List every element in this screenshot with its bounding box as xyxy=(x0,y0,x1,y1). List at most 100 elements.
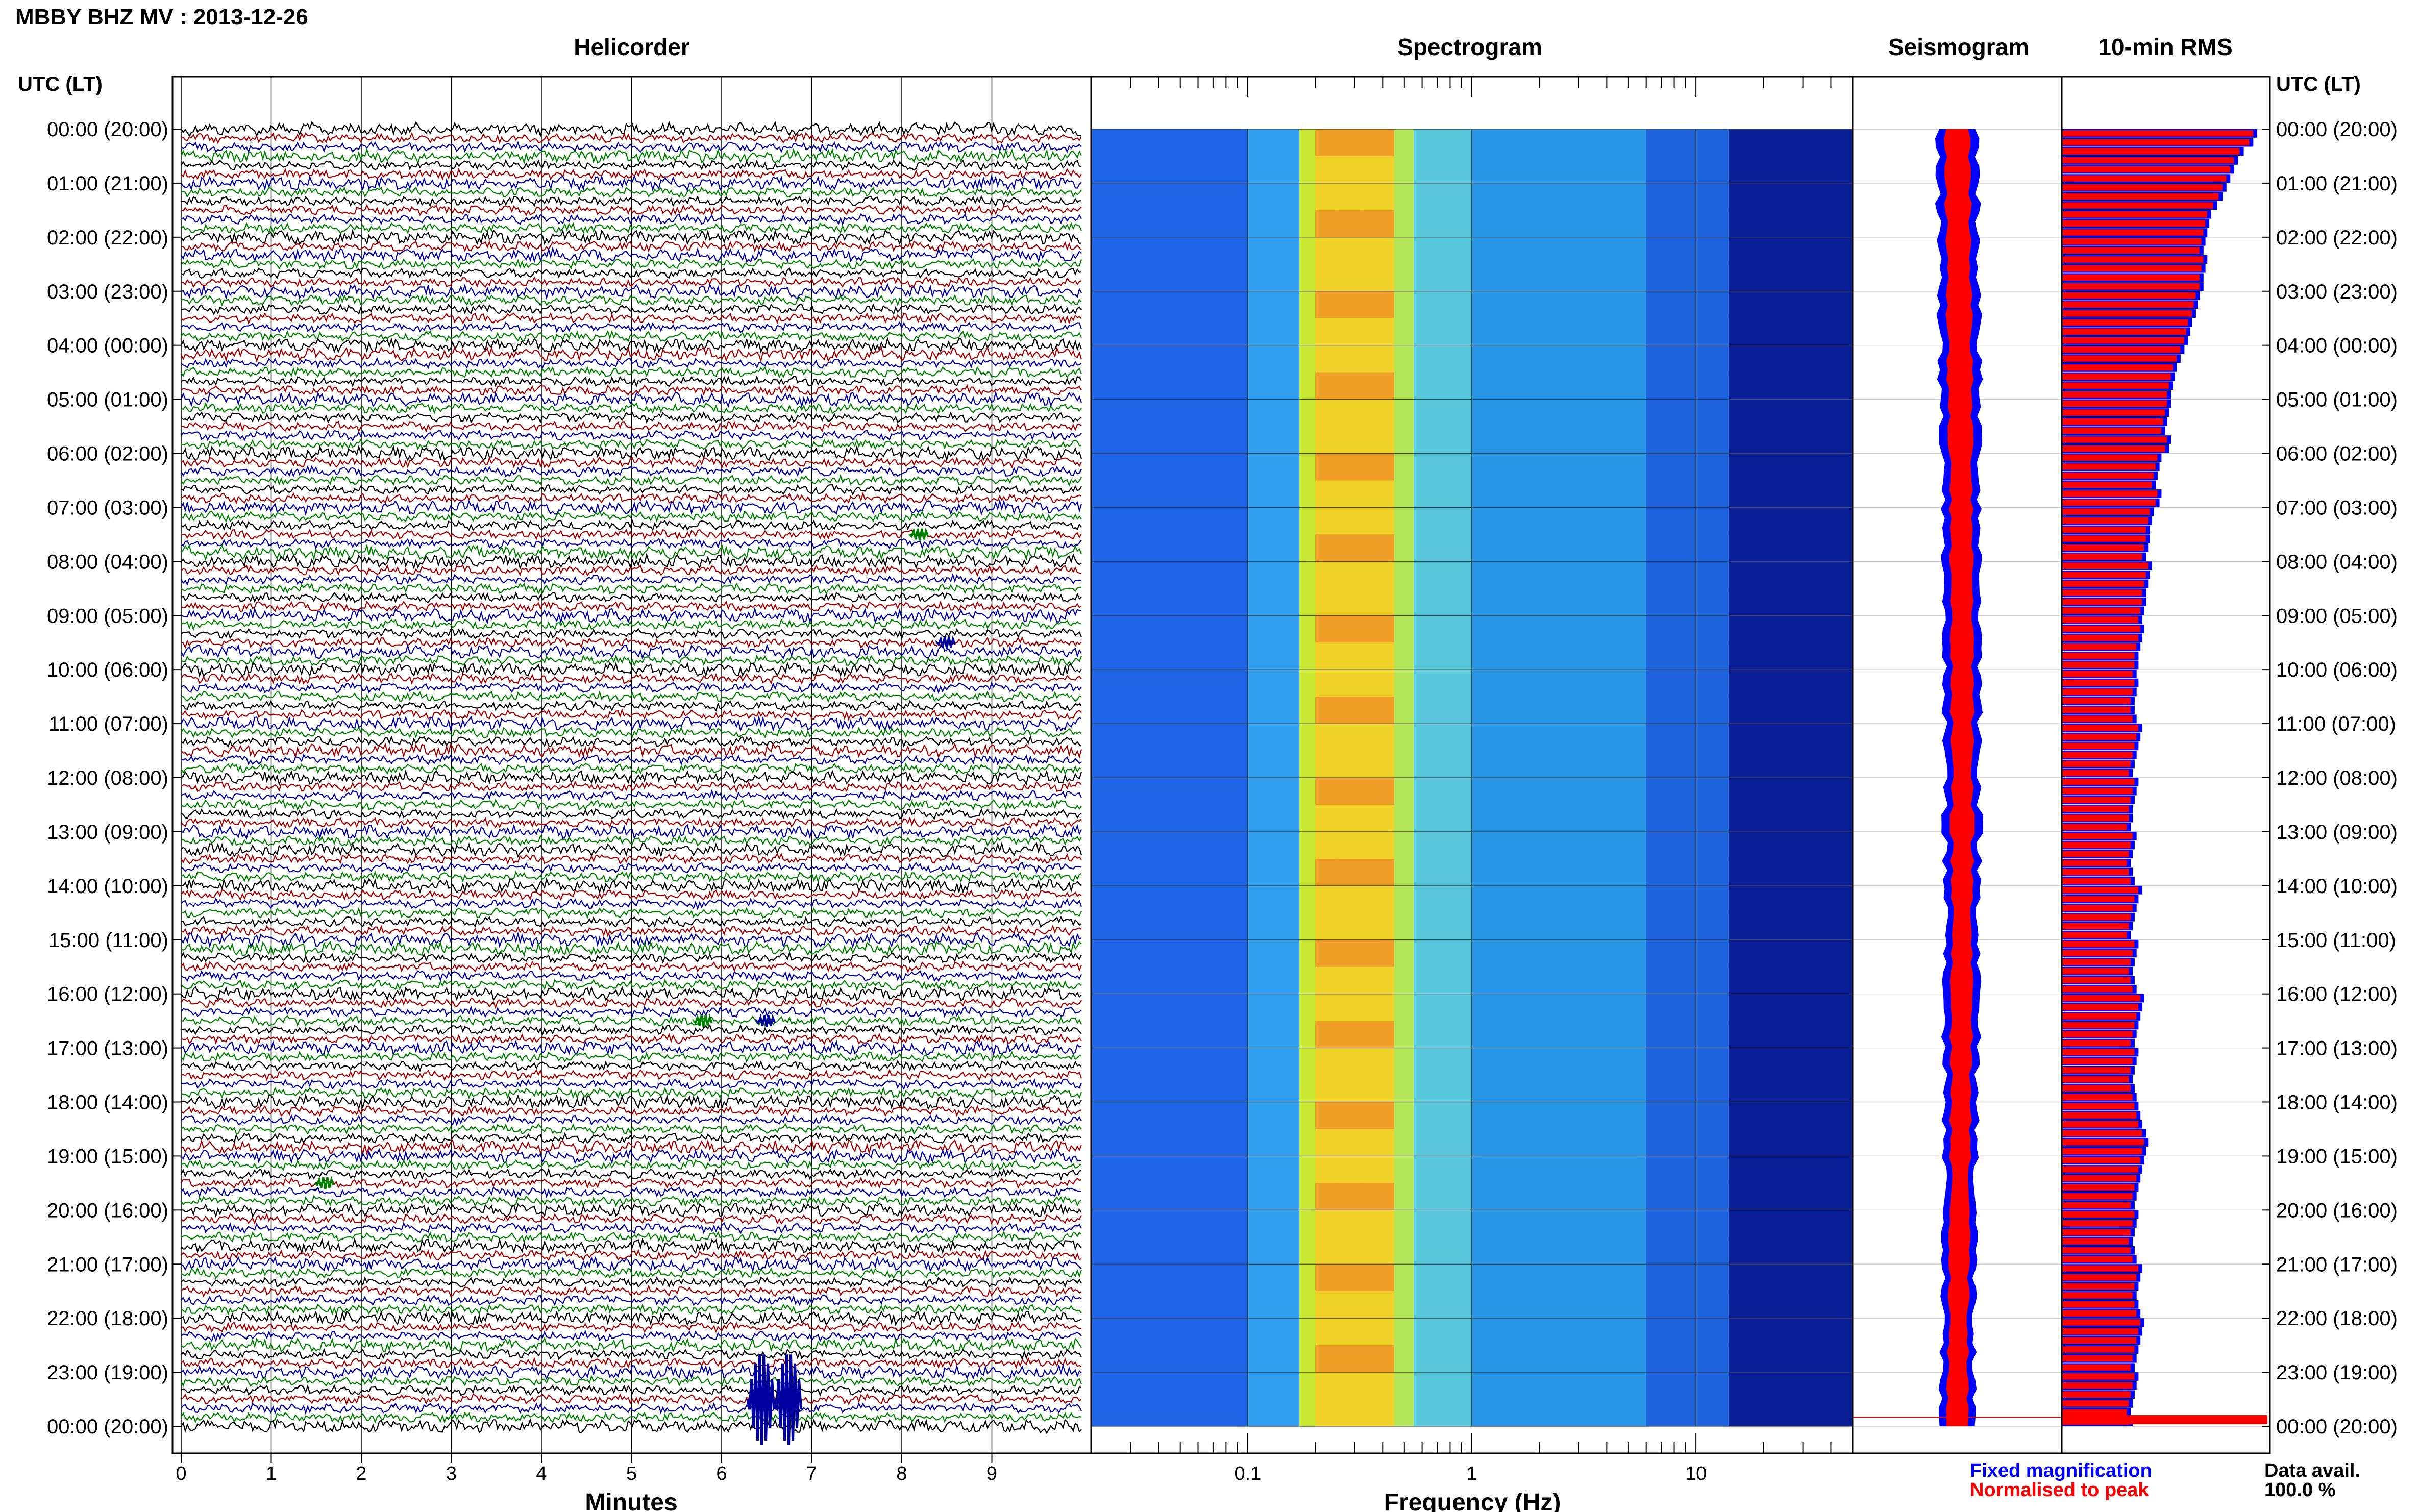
spectrogram-cell xyxy=(1646,642,1696,670)
spectrogram-cell xyxy=(1437,291,1472,319)
spectrogram-cell xyxy=(1729,507,1764,535)
time-label-left: 02:00 (22:00) xyxy=(47,227,168,249)
rms-bar-normalised xyxy=(2062,562,2148,569)
spectrogram-cell xyxy=(1763,670,1804,697)
spectrogram-cell xyxy=(1337,318,1362,346)
helicorder-trace-line xyxy=(181,1186,1082,1199)
spectrogram-cell xyxy=(1394,507,1414,535)
spectrogram-cell xyxy=(1337,724,1362,751)
spectrogram-tick-label: 10 xyxy=(1685,1463,1707,1484)
rms-bar-normalised xyxy=(2062,887,2138,894)
spectrogram-cell xyxy=(1803,994,1853,1022)
helicorder-trace-line xyxy=(181,1321,1082,1333)
spectrogram-cell xyxy=(1729,1156,1764,1183)
spectrogram-cell xyxy=(1315,1399,1338,1427)
helicorder-trace-line xyxy=(181,735,1082,748)
spectrogram-cell xyxy=(1414,264,1438,292)
rms-bar-normalised xyxy=(2062,1382,2133,1389)
spectrogram-cell xyxy=(1414,1291,1438,1319)
spectrogram-cell xyxy=(1539,237,1607,265)
spectrogram-cell xyxy=(1273,453,1300,481)
spectrogram-cell xyxy=(1414,778,1438,805)
helicorder-trace-line xyxy=(181,742,1082,759)
spectrogram-cell xyxy=(1763,939,1804,968)
spectrogram-cell xyxy=(1299,1372,1316,1400)
legend-normalised-to-peak: Normalised to peak xyxy=(1970,1479,2149,1501)
spectrogram-cell xyxy=(1437,264,1472,292)
spectrogram-cell xyxy=(1607,670,1647,697)
spectrogram-cell xyxy=(1337,1210,1362,1237)
spectrogram-cell xyxy=(1472,237,1540,265)
spectrogram-cell xyxy=(1337,615,1362,643)
helicorder-event-mark xyxy=(746,1354,776,1446)
helicorder-trace-line xyxy=(181,1005,1082,1018)
spectrogram-cell xyxy=(1607,966,1647,995)
spectrogram-cell xyxy=(1607,480,1647,508)
helicorder-trace-line xyxy=(181,276,1082,288)
spectrogram-cell xyxy=(1091,1318,1181,1346)
spectrogram-cell xyxy=(1394,534,1414,562)
rms-bar-normalised xyxy=(2062,1283,2135,1290)
rms-bar-normalised xyxy=(2062,1247,2131,1254)
rms-bar-normalised xyxy=(2062,1337,2137,1344)
spectrogram-cell xyxy=(1763,724,1804,751)
time-label-left: 10:00 (06:00) xyxy=(47,659,168,681)
helicorder-trace-line xyxy=(181,429,1082,441)
spectrogram-cell xyxy=(1337,210,1362,238)
rms-bar-normalised xyxy=(2062,1121,2138,1128)
spectrogram-cell xyxy=(1273,1021,1300,1049)
spectrogram-cell xyxy=(1472,129,1540,157)
spectrogram-cell xyxy=(1091,1021,1181,1049)
time-label-right: 02:00 (22:00) xyxy=(2276,227,2398,249)
spectrogram-cell xyxy=(1299,291,1316,319)
spectrogram-cell xyxy=(1803,183,1853,211)
spectrogram-cell xyxy=(1539,1372,1607,1400)
spectrogram-cell xyxy=(1414,1345,1438,1373)
spectrogram-cell xyxy=(1394,399,1414,427)
rms-bar-normalised xyxy=(2062,1031,2133,1037)
rms-bar-normalised xyxy=(2062,814,2129,822)
spectrogram-cell xyxy=(1729,1210,1764,1237)
helicorder-trace-line xyxy=(181,888,1082,901)
rms-bar-normalised xyxy=(2062,1022,2135,1029)
seismogram-normalised-envelope xyxy=(1944,129,1975,1426)
helicorder-trace-line xyxy=(181,789,1082,802)
spectrogram-cell xyxy=(1472,670,1540,697)
spectrogram-cell xyxy=(1539,453,1607,481)
helicorder-trace-line xyxy=(181,672,1082,685)
spectrogram-cell xyxy=(1180,372,1248,400)
spectrogram-cell xyxy=(1472,291,1540,319)
spectrogram-cell xyxy=(1361,831,1395,859)
helicorder-trace-line xyxy=(181,1294,1082,1306)
rms-bar-normalised xyxy=(2062,1310,2137,1317)
spectrogram-cell xyxy=(1361,480,1395,508)
spectrogram-cell xyxy=(1361,751,1395,778)
spectrogram-cell xyxy=(1803,1345,1853,1373)
helicorder-trace-line xyxy=(181,690,1082,703)
spectrogram-cell xyxy=(1729,1048,1764,1076)
spectrogram-cell xyxy=(1729,1399,1764,1427)
spectrogram-cell xyxy=(1299,994,1316,1022)
spectrogram-cell xyxy=(1763,453,1804,481)
spectrogram-cell xyxy=(1696,534,1729,562)
spectrogram-cell xyxy=(1299,1021,1316,1049)
spectrogram-cell xyxy=(1803,805,1853,832)
spectrogram-cell xyxy=(1180,724,1248,751)
spectrogram-cell xyxy=(1729,1291,1764,1319)
time-label-left: 00:00 (20:00) xyxy=(47,118,168,141)
spectrogram-cell xyxy=(1729,670,1764,697)
spectrogram-cell xyxy=(1696,453,1729,481)
spectrogram-cell xyxy=(1394,480,1414,508)
spectrogram-cell xyxy=(1539,156,1607,184)
helicorder-trace-line xyxy=(181,1105,1082,1117)
spectrogram-cell xyxy=(1091,507,1181,535)
helicorder-trace-line xyxy=(181,1024,1082,1036)
spectrogram-cell xyxy=(1729,588,1764,616)
spectrogram-cell xyxy=(1414,1264,1438,1292)
spectrogram-cell xyxy=(1803,1021,1853,1049)
spectrogram-cell xyxy=(1803,237,1853,265)
helicorder-trace-line xyxy=(181,491,1082,505)
spectrogram-cell xyxy=(1315,291,1338,319)
rms-bar-normalised xyxy=(2062,959,2131,965)
